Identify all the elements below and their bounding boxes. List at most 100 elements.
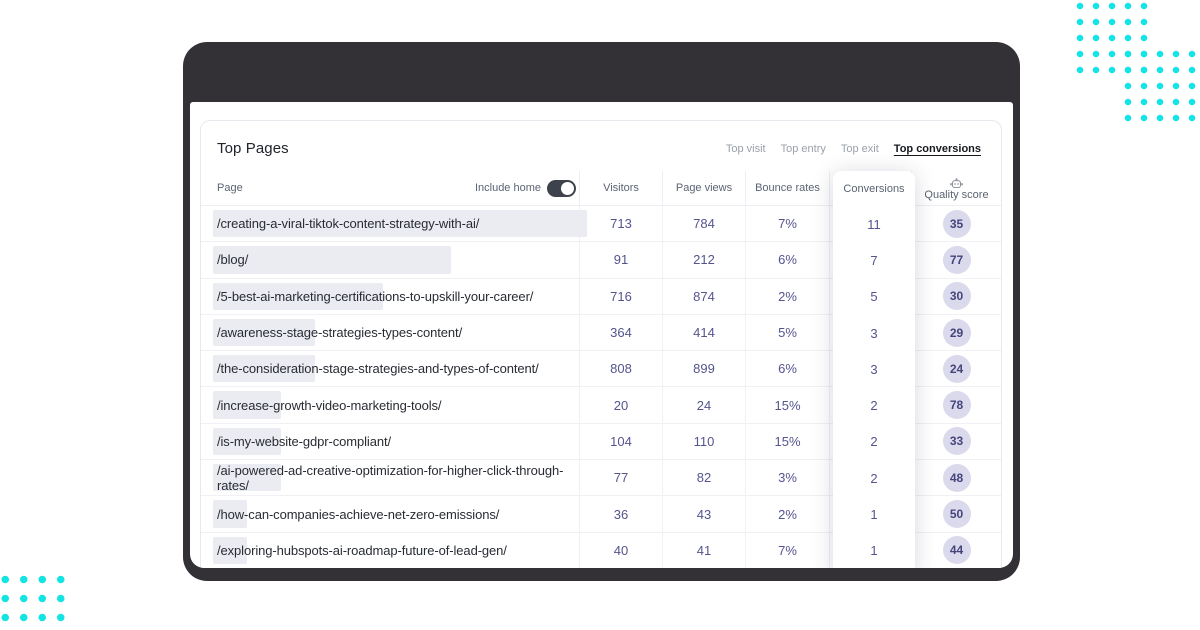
conversions-cell-spacer: [829, 460, 911, 496]
page-bar: [213, 464, 281, 492]
browser-window: Top Pages Top visit Top entry Top exit T…: [183, 42, 1020, 581]
column-header-conversions: Conversions: [843, 182, 905, 195]
quality-score-badge: 29: [942, 318, 971, 347]
quality-score-badge: 48: [942, 463, 971, 492]
quality-score-cell: 77: [911, 242, 1001, 278]
bounce-rate-cell: 15%: [745, 387, 829, 423]
page-path: /blog/: [217, 252, 249, 268]
quality-score-badge: 50: [942, 500, 971, 529]
table-row: /how-can-companies-achieve-net-zero-emis…: [201, 496, 1001, 533]
visitors-cell: 91: [579, 242, 662, 278]
window-titlebar: [183, 42, 1020, 119]
conversions-cell-spacer: [829, 278, 911, 314]
conversions-cell-spacer: [829, 206, 911, 242]
conversions-cell-spacer: [829, 496, 911, 532]
include-home-toggle[interactable]: [547, 179, 576, 197]
page-link[interactable]: /increase-growth-video-marketing-tools/: [201, 387, 579, 422]
page-views-cell: 899: [662, 351, 745, 387]
conversions-cell: 1: [870, 543, 878, 559]
page-views-cell: 82: [662, 460, 745, 496]
page-link[interactable]: /the-consideration-stage-strategies-and-…: [201, 351, 579, 386]
quality-score-cell: 50: [911, 496, 1001, 532]
page-bar: [213, 427, 281, 456]
quality-score-cell: 29: [911, 314, 1001, 351]
quality-score-cell: 33: [911, 423, 1001, 460]
page-link[interactable]: /ai-powered-ad-creative-optimization-for…: [201, 460, 579, 495]
page-views-cell: 784: [662, 206, 745, 242]
quality-score-badge: 24: [942, 354, 971, 383]
column-header-visitors: Visitors: [579, 171, 662, 205]
page-link[interactable]: /is-my-website-gdpr-compliant/: [201, 424, 579, 459]
conversions-cell: 2: [870, 398, 878, 414]
conversions-cell: 2: [870, 470, 878, 486]
page-link[interactable]: /exploring-hubspots-ai-roadmap-future-of…: [201, 533, 579, 568]
bounce-rate-cell: 5%: [745, 314, 829, 351]
table-row: /awareness-stage-strategies-types-conten…: [201, 314, 1001, 352]
page-views-cell: 41: [662, 532, 745, 568]
page-path: /ai-powered-ad-creative-optimization-for…: [217, 462, 564, 493]
visitors-cell: 364: [579, 314, 662, 351]
tab-top-visit[interactable]: Top visit: [725, 143, 766, 155]
page-path: /5-best-ai-marketing-certifications-to-u…: [217, 288, 534, 304]
robot-icon: [950, 177, 963, 188]
tab-top-entry[interactable]: Top entry: [780, 143, 826, 155]
table-header-row: Page Include home Visitors Page views Bo…: [201, 171, 1001, 206]
page-link[interactable]: /creating-a-viral-tiktok-content-strateg…: [201, 206, 587, 241]
page-bar: [213, 355, 315, 383]
quality-score-cell: 78: [911, 387, 1001, 423]
page-bar: [213, 282, 383, 310]
panel-header: Top Pages Top visit Top entry Top exit T…: [201, 121, 1001, 171]
page-link[interactable]: /awareness-stage-strategies-types-conten…: [201, 315, 579, 350]
bounce-rate-cell: 3%: [745, 460, 829, 496]
top-pages-panel: Top Pages Top visit Top entry Top exit T…: [200, 120, 1002, 568]
quality-score-cell: 35: [911, 206, 1001, 242]
quality-score-badge: 78: [942, 391, 971, 420]
page-path: /awareness-stage-strategies-types-conten…: [217, 325, 463, 341]
visitors-cell: 713: [579, 206, 662, 242]
page-bar: [213, 246, 451, 274]
conversions-cell-spacer: [829, 351, 911, 387]
page-views-cell: 414: [662, 314, 745, 351]
quality-score-badge: 35: [942, 209, 971, 238]
page-bar: [213, 318, 315, 347]
view-tabs: Top visit Top entry Top exit Top convers…: [726, 143, 981, 155]
toggle-knob: [561, 181, 574, 195]
page-views-cell: 43: [662, 496, 745, 532]
quality-score-cell: 44: [911, 532, 1001, 568]
page-views-cell: 212: [662, 242, 745, 278]
visitors-cell: 77: [579, 460, 662, 496]
page-views-cell: 24: [662, 387, 745, 423]
bounce-rate-cell: 6%: [745, 242, 829, 278]
table-row: /is-my-website-gdpr-compliant/104 110 15% 3…: [201, 423, 1001, 461]
conversions-column-card: Conversions 11 7 5 3 3 2 2 2 1 1: [833, 171, 915, 568]
page-bar: [213, 536, 247, 564]
bounce-rate-cell: 2%: [745, 496, 829, 532]
visitors-cell: 716: [579, 278, 662, 314]
decor-dots-bottom-left: [0, 570, 72, 630]
page-path: /exploring-hubspots-ai-roadmap-future-of…: [217, 542, 507, 558]
column-header-page: Page: [217, 182, 243, 194]
visitors-cell: 40: [579, 532, 662, 568]
table-row: /5-best-ai-marketing-certifications-to-u…: [201, 278, 1001, 315]
column-header-conversions-spacer: [829, 171, 911, 205]
page-path: /the-consideration-stage-strategies-and-…: [217, 361, 539, 377]
visitors-cell: 36: [579, 496, 662, 532]
column-header-page-views: Page views: [662, 171, 745, 205]
bounce-rate-cell: 7%: [745, 206, 829, 242]
conversions-cell-spacer: [829, 387, 911, 423]
conversions-cell-spacer: [829, 532, 911, 568]
table-row: /creating-a-viral-tiktok-content-strateg…: [201, 206, 1001, 243]
page-link[interactable]: /how-can-companies-achieve-net-zero-emis…: [201, 496, 579, 531]
visitors-cell: 20: [579, 387, 662, 423]
tab-top-exit[interactable]: Top exit: [840, 143, 879, 155]
bounce-rate-cell: 2%: [745, 278, 829, 314]
tab-top-conversions[interactable]: Top conversions: [893, 143, 981, 155]
decor-dots-top-right-b: [1120, 46, 1200, 126]
page-path: /increase-growth-video-marketing-tools/: [217, 397, 442, 413]
page-link[interactable]: /blog/: [201, 242, 579, 277]
page-link[interactable]: /5-best-ai-marketing-certifications-to-u…: [201, 279, 579, 314]
conversions-values: 11 7 5 3 3 2 2 2 1 1: [833, 206, 915, 568]
bounce-rate-cell: 7%: [745, 532, 829, 568]
conversions-cell: 3: [870, 325, 878, 341]
page-bar: [213, 500, 247, 528]
